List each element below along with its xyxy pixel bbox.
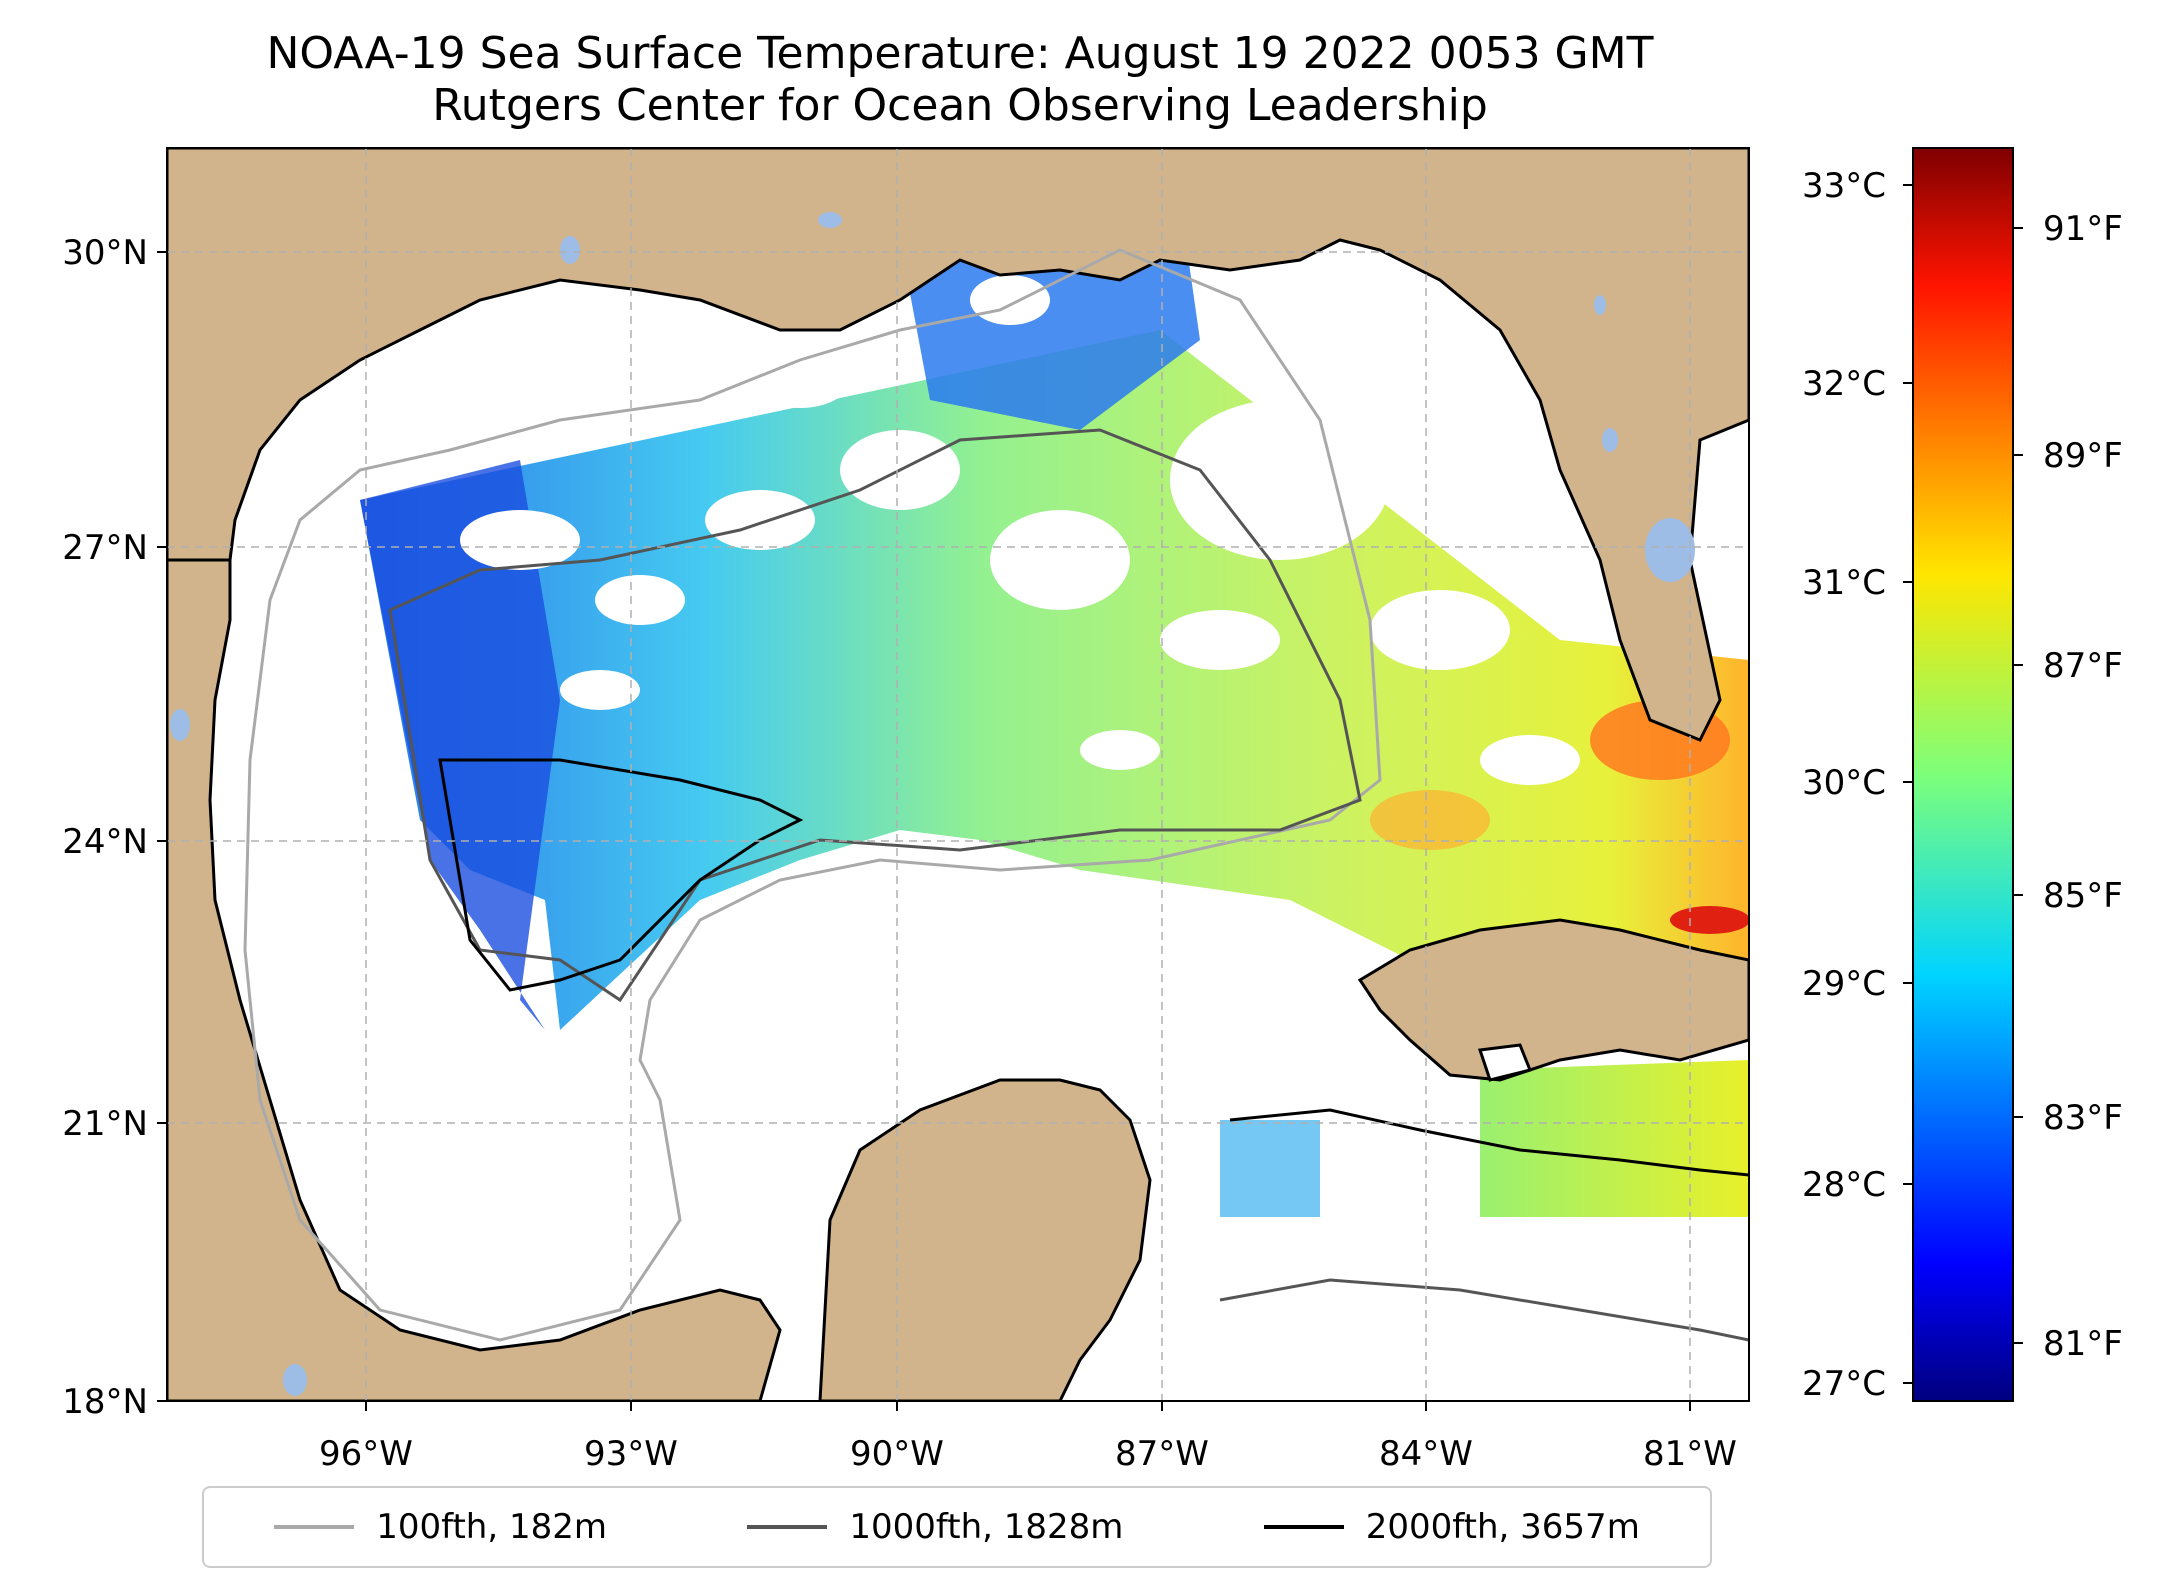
legend-label: 100fth, 182m	[376, 1507, 607, 1547]
lon-tick-label: 87°W	[1115, 1434, 1209, 1474]
legend-item-100fth: 100fth, 182m	[274, 1507, 607, 1547]
colorbar-ticks	[1903, 184, 2023, 1384]
fahrenheit-tick-label: 83°F	[2043, 1098, 2123, 1138]
legend-item-2000fth: 2000fth, 3657m	[1263, 1507, 1640, 1547]
celsius-tick-label: 33°C	[1802, 166, 1886, 206]
celsius-tick-label: 28°C	[1802, 1165, 1886, 1205]
lon-tick-label: 90°W	[850, 1434, 944, 1474]
fahrenheit-tick-label: 85°F	[2043, 876, 2123, 916]
lat-tick-label: 30°N	[62, 233, 148, 273]
lon-tick-label: 96°W	[319, 1434, 413, 1474]
legend-item-1000fth: 1000fth, 1828m	[747, 1507, 1123, 1547]
celsius-tick-label: 29°C	[1802, 964, 1886, 1004]
bathymetry-contours	[243, 248, 1749, 1342]
legend-label: 2000fth, 3657m	[1365, 1507, 1640, 1547]
lon-tick-label: 93°W	[584, 1434, 678, 1474]
legend-swatch	[747, 1525, 828, 1529]
lon-tick-label: 84°W	[1379, 1434, 1473, 1474]
lon-tick-label: 81°W	[1643, 1434, 1737, 1474]
lat-tick-label: 24°N	[62, 822, 148, 862]
map-subtitle: Rutgers Center for Ocean Observing Leade…	[432, 80, 1488, 131]
lat-tick-label: 21°N	[62, 1104, 148, 1144]
legend: 100fth, 182m 1000fth, 1828m 2000fth, 365…	[202, 1486, 1712, 1568]
celsius-tick-label: 32°C	[1802, 364, 1886, 404]
axis-ticks	[157, 251, 1691, 1411]
contour-100fth	[243, 248, 1382, 1342]
colorbar	[1912, 147, 2014, 1402]
celsius-tick-label: 31°C	[1802, 563, 1886, 603]
contour-2000fth	[438, 758, 804, 992]
fahrenheit-tick-label: 87°F	[2043, 646, 2123, 686]
lat-tick-label: 27°N	[62, 528, 148, 568]
legend-label: 1000fth, 1828m	[849, 1507, 1124, 1547]
lakes	[170, 212, 1695, 1396]
gridlines	[167, 148, 1749, 1401]
lat-tick-label: 18°N	[62, 1382, 148, 1422]
celsius-tick-label: 30°C	[1802, 763, 1886, 803]
map-title: NOAA-19 Sea Surface Temperature: August …	[266, 28, 1654, 79]
fahrenheit-tick-label: 91°F	[2043, 209, 2123, 249]
legend-swatch	[274, 1525, 355, 1529]
fahrenheit-tick-label: 89°F	[2043, 436, 2123, 476]
legend-swatch	[1263, 1525, 1344, 1529]
celsius-tick-label: 27°C	[1802, 1364, 1886, 1404]
fahrenheit-tick-label: 81°F	[2043, 1324, 2123, 1364]
land-masses	[167, 148, 1749, 1401]
map-frame	[166, 147, 1750, 1402]
